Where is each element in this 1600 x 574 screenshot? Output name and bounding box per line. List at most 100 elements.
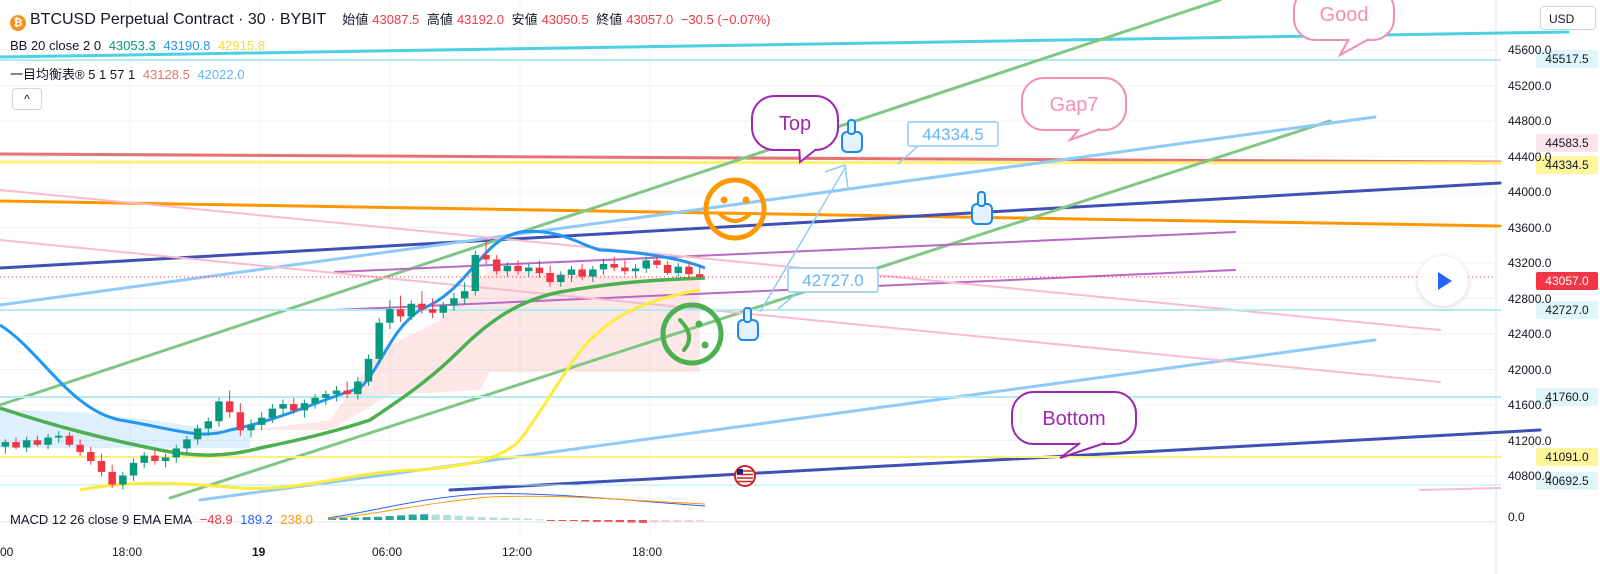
candle-body xyxy=(535,267,544,274)
blue-channel-lower xyxy=(198,338,1377,502)
macd-bar xyxy=(362,517,371,520)
ohlc-readout: 始値 43087.5 高値 43192.0 安値 43050.5 終値 43057.0 … xyxy=(342,12,771,27)
price-tag[interactable]: 45517.5 xyxy=(1536,50,1598,68)
price-tag[interactable]: 42727.0 xyxy=(1536,301,1598,319)
candle-body xyxy=(193,428,202,440)
pointing-hand-icon-finger xyxy=(743,307,752,323)
candle-body xyxy=(332,390,341,395)
candle-body xyxy=(300,403,309,411)
macd-legend[interactable]: MACD 12 26 close 9 EMA EMA −48.9 189.2 2… xyxy=(10,512,313,527)
x-axis-tick: 18:00 xyxy=(112,545,143,559)
candle-body xyxy=(471,254,480,292)
candles xyxy=(0,238,1496,490)
candle-body xyxy=(503,265,512,272)
symbol-title: BTCUSD Perpetual Contract · 30 · BYBIT xyxy=(30,11,327,28)
ichimoku-legend[interactable]: 一目均衡表® 5 1 57 1 43128.5 42022.0 xyxy=(10,67,245,82)
callout-44334-text: 44334.5 xyxy=(922,125,983,144)
y-axis-tick: 43600.0 xyxy=(1508,220,1552,235)
callout-44334: 44334.5 xyxy=(897,121,999,165)
candle-body xyxy=(514,265,522,272)
play-icon[interactable] xyxy=(1418,256,1468,306)
candle-body xyxy=(599,263,608,270)
candle-body xyxy=(386,309,394,323)
pointing-hand-icon-finger xyxy=(977,191,986,207)
candle-body xyxy=(589,269,597,277)
candle-body xyxy=(557,274,565,283)
candle-body xyxy=(87,451,95,462)
macd-bar xyxy=(696,520,705,522)
macd-bar xyxy=(546,520,555,521)
pointing-hand-icon xyxy=(971,191,993,225)
candle-body xyxy=(439,305,448,313)
macd-bar xyxy=(328,518,337,520)
top-bubble-tail xyxy=(798,148,818,164)
candle-body xyxy=(65,435,74,445)
pointing-hand-icon xyxy=(841,119,863,153)
candle-body xyxy=(354,381,362,395)
candle-body xyxy=(482,254,490,260)
pointing-hand-icon-finger xyxy=(847,119,856,135)
candle-body xyxy=(247,424,255,431)
candle-body xyxy=(621,267,629,272)
cloud-bearish xyxy=(0,410,250,448)
x-axis-tick: 12:00 xyxy=(502,545,533,559)
flag-canton xyxy=(737,469,743,474)
price-tag[interactable]: 44583.5 xyxy=(1536,134,1598,152)
macd-bar xyxy=(684,520,694,522)
y-axis-tick: 45600.0 xyxy=(1508,43,1552,57)
ichimoku-lagging-line xyxy=(79,288,701,492)
x-axis-tick: 06:00 xyxy=(372,545,403,559)
price-tag[interactable]: 43057.0 xyxy=(1536,272,1598,290)
pink-line-1 xyxy=(0,189,1441,331)
y-axis-tick: 42800.0 xyxy=(1508,291,1552,306)
macd-bar xyxy=(558,520,567,521)
macd-bar xyxy=(604,520,613,522)
y-axis-tick: 44000.0 xyxy=(1508,185,1552,199)
candle-body xyxy=(215,401,223,422)
x-axis-tick: 18:00 xyxy=(632,545,663,559)
annotations: Top Bottom Gap7 Good 44334.5 42727.0 xyxy=(660,0,1395,487)
candle-body xyxy=(610,263,618,268)
bb-legend[interactable]: BB 20 close 2 0 43053.3 43190.8 42915.8 xyxy=(10,38,265,53)
callout-42727-pointer xyxy=(777,291,799,310)
candle-body xyxy=(396,309,405,317)
candle-body xyxy=(642,260,650,269)
candle-body xyxy=(236,412,245,431)
candle-body xyxy=(129,462,138,476)
candle-body xyxy=(1,442,10,447)
candle-body xyxy=(685,266,693,275)
price-tag[interactable]: 44334.5 xyxy=(1536,156,1598,174)
macd-bar xyxy=(615,520,624,523)
worried-face-eye xyxy=(695,320,703,328)
price-tag[interactable]: 41091.0 xyxy=(1536,448,1598,466)
y-axis-tick: 41200.0 xyxy=(1508,433,1552,448)
macd-bar xyxy=(397,515,406,520)
chevron-up-icon: ^ xyxy=(24,92,30,106)
macd-bar xyxy=(638,520,647,523)
macd-bar xyxy=(374,516,383,520)
macd-bar xyxy=(420,514,429,520)
macd-bar xyxy=(673,520,682,522)
bottom-bubble-shape xyxy=(1011,391,1137,445)
projection-arrow xyxy=(759,167,846,313)
happy-face-eye xyxy=(742,196,750,204)
top-bubble-shape xyxy=(751,95,839,151)
bottom-bubble: Bottom xyxy=(1011,391,1137,459)
y-axis-tick: 42400.0 xyxy=(1508,327,1552,341)
candle-body xyxy=(33,440,42,445)
price-tag[interactable]: 40692.5 xyxy=(1536,472,1598,490)
currency-selector[interactable]: USD xyxy=(1540,6,1596,30)
worried-face-ring xyxy=(660,302,724,366)
bottom-bubble-text: Bottom xyxy=(1042,408,1105,430)
candle-body xyxy=(460,291,469,299)
callout-44334-box xyxy=(907,121,999,147)
worried-face-mouth xyxy=(678,318,692,352)
worried-face-eye xyxy=(701,341,709,349)
price-tag[interactable]: 41760.0 xyxy=(1536,388,1598,406)
collapse-legend-button[interactable]: ^ xyxy=(12,88,42,110)
x-axis-tick: 00 xyxy=(0,545,14,559)
candle-body xyxy=(450,298,458,306)
bb-band-line xyxy=(0,276,706,457)
happy-face-mouth xyxy=(718,212,752,223)
